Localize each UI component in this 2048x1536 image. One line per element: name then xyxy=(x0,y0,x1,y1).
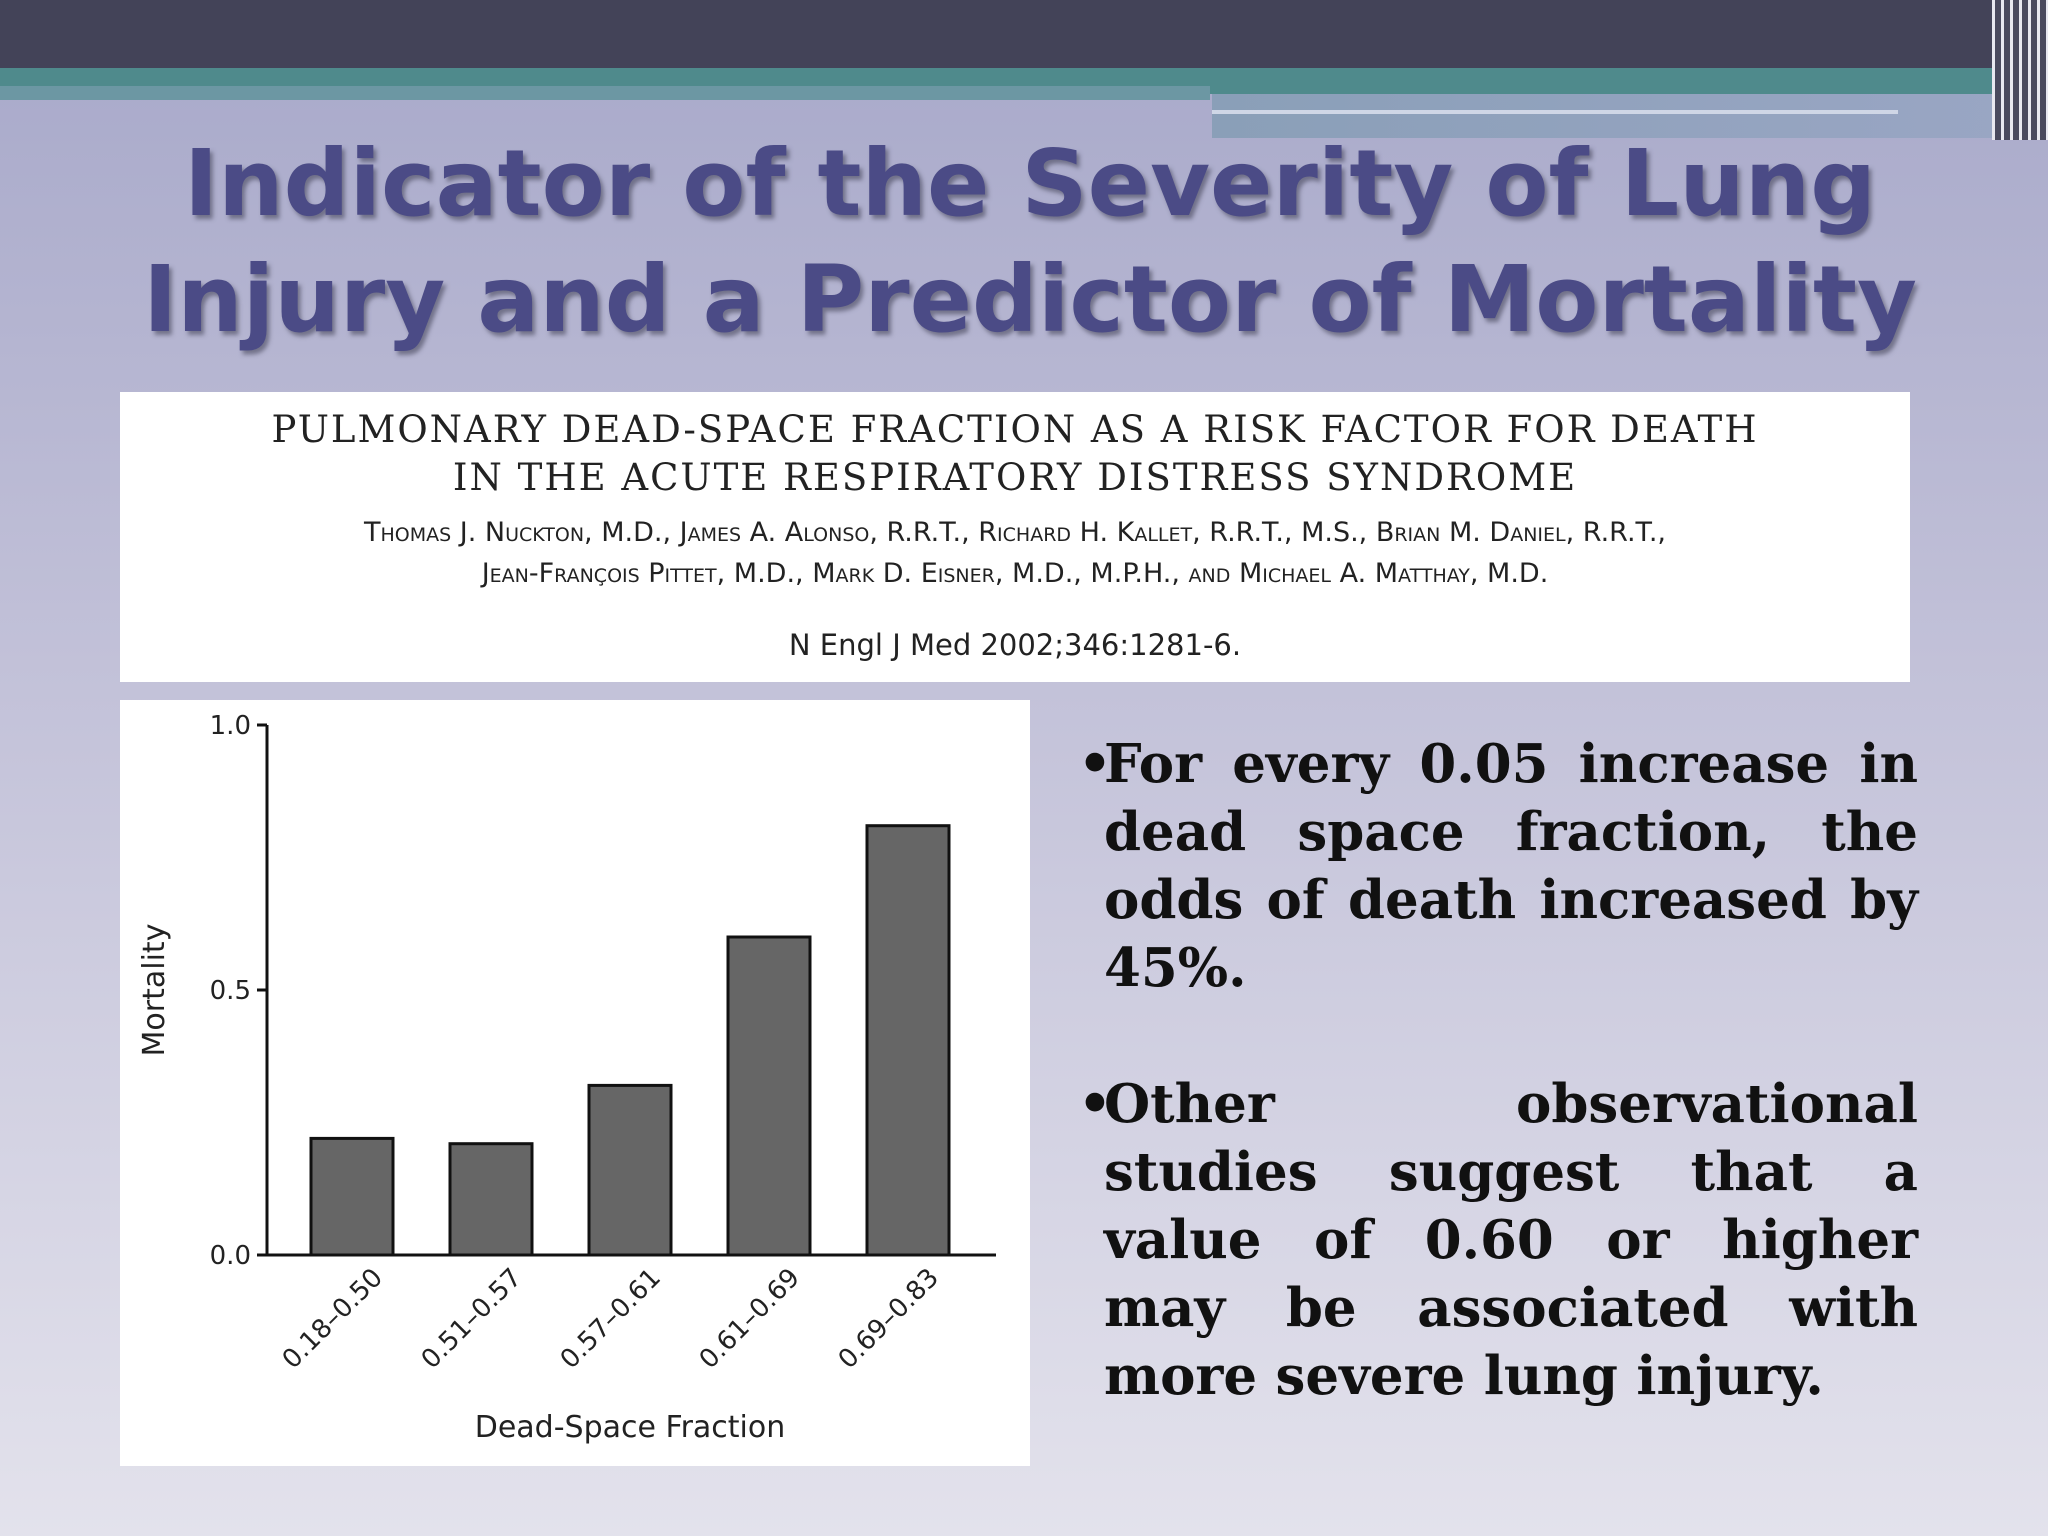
x-axis-label: Dead-Space Fraction xyxy=(475,1410,786,1445)
bullet-text: Other observational studies suggest that… xyxy=(1104,1073,1918,1407)
accent-bar-secondary xyxy=(0,86,1210,100)
citation-box: PULMONARY DEAD-SPACE FRACTION AS A RISK … xyxy=(120,392,1910,682)
mortality-bar-chart: 0.0 0.5 1.0 Mortality 0.18–0.50 0.51–0.57 0.57… xyxy=(137,711,996,1445)
x-tick-label: 0.51–0.57 xyxy=(416,1263,528,1375)
y-axis-label: Mortality xyxy=(137,924,172,1057)
article-title: PULMONARY DEAD-SPACE FRACTION AS A RISK … xyxy=(120,406,1910,502)
chart-panel: 0.0 0.5 1.0 Mortality 0.18–0.50 0.51–0.57 0.57… xyxy=(120,700,1030,1466)
article-title-line1: PULMONARY DEAD-SPACE FRACTION AS A RISK … xyxy=(271,408,1759,451)
x-tick-label: 0.69–0.83 xyxy=(833,1263,945,1375)
bar xyxy=(448,1142,534,1257)
bullet-marker: • xyxy=(1078,733,1112,795)
bullet-marker: • xyxy=(1078,1073,1112,1135)
bullet-item: • Other observational studies suggest th… xyxy=(1078,1070,1918,1410)
bullet-text: For every 0.05 increase in dead space fr… xyxy=(1104,733,1918,999)
corner-stripes xyxy=(1992,0,2048,140)
bar xyxy=(726,935,812,1257)
article-authors-line2: Jean-François Pittet, M.D., Mark D. Eisn… xyxy=(481,558,1549,589)
bar xyxy=(309,1136,395,1257)
slide-title: Indicator of the Severity of Lung Injury… xyxy=(143,130,1917,353)
bullet-list: • For every 0.05 increase in dead space … xyxy=(1078,730,1918,1478)
bullet-item: • For every 0.05 increase in dead space … xyxy=(1078,730,1918,1002)
article-authors: Thomas J. Nuckton, M.D., James A. Alonso… xyxy=(120,512,1910,594)
article-title-line2: IN THE ACUTE RESPIRATORY DISTRESS SYNDRO… xyxy=(452,456,1578,499)
y-tick-label: 0.0 xyxy=(210,1241,251,1271)
article-authors-line1: Thomas J. Nuckton, M.D., James A. Alonso… xyxy=(364,517,1666,548)
x-tick-label: 0.61–0.69 xyxy=(694,1263,806,1375)
top-bar xyxy=(0,0,2048,68)
y-tick-label: 0.5 xyxy=(210,976,251,1006)
x-tick-label: 0.18–0.50 xyxy=(277,1263,389,1375)
bar xyxy=(587,1083,673,1257)
accent-line xyxy=(1212,110,1898,114)
x-tick-label: 0.57–0.61 xyxy=(555,1263,667,1375)
accent-bar-right xyxy=(1212,94,2048,138)
y-tick-label: 1.0 xyxy=(210,711,251,741)
article-journal: N Engl J Med 2002;346:1281-6. xyxy=(788,628,1242,662)
bar xyxy=(865,824,951,1257)
